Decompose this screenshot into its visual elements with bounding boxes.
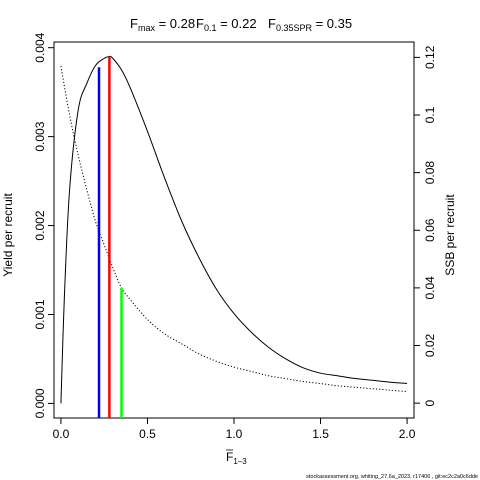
title-fmax: Fmax = 0.28 <box>130 16 195 33</box>
y-left-tick-label: 0.000 <box>33 388 47 418</box>
chart-title: Fmax = 0.28 F0.1 = 0.22 F0.35SPR = 0.35 <box>130 16 352 33</box>
x-axis-title-sub: 1–3 <box>233 457 247 466</box>
y-right-tick-label: 0.12 <box>423 45 437 69</box>
x-tick-label: 0.0 <box>53 427 70 441</box>
y-right-tick-label: 0.04 <box>423 276 437 300</box>
title-f01: F0.1 = 0.22 <box>196 16 257 33</box>
x-tick-label: 1.5 <box>312 427 329 441</box>
y-axis-left: 0.000 0.001 0.002 0.003 0.004 <box>33 32 54 418</box>
x-axis: 0.0 0.5 1.0 1.5 2.0 <box>53 418 416 441</box>
series-layer <box>60 56 408 404</box>
x-tick-label: 0.5 <box>139 427 156 441</box>
y-right-tick-label: 0 <box>423 399 437 406</box>
y-left-tick-label: 0.001 <box>33 299 47 329</box>
x-tick-label: 1.0 <box>226 427 243 441</box>
y-right-tick-label: 0.02 <box>423 334 437 358</box>
svg-text:F1–3: F1–3 <box>226 450 247 466</box>
title-f035spr: F0.35SPR = 0.35 <box>268 16 352 33</box>
x-axis-title-base: F <box>226 450 233 464</box>
y-axis-right: 0 0.02 0.04 0.06 0.08 0.1 0.12 <box>414 45 437 406</box>
reference-lines <box>97 56 123 418</box>
x-tick-label: 2.0 <box>399 427 416 441</box>
plot-frame <box>53 41 415 419</box>
y-left-tick-label: 0.002 <box>33 210 47 240</box>
yield-per-recruit-line <box>60 56 408 404</box>
y-left-tick-label: 0.004 <box>33 32 47 62</box>
y-right-tick-label: 0.06 <box>423 218 437 242</box>
ssb-per-recruit-line <box>60 65 408 393</box>
y-left-tick-label: 0.003 <box>33 121 47 151</box>
y-right-tick-label: 0.08 <box>423 161 437 185</box>
x-axis-title: F1–3 <box>226 449 247 466</box>
footer-text: stockassessment.org, whiting_27.6a_2023,… <box>306 474 478 480</box>
y-axis-left-title: Yield per recruit <box>1 193 15 277</box>
y-right-tick-label: 0.1 <box>423 106 437 123</box>
y-axis-right-title: SSB per recruit <box>443 194 457 276</box>
